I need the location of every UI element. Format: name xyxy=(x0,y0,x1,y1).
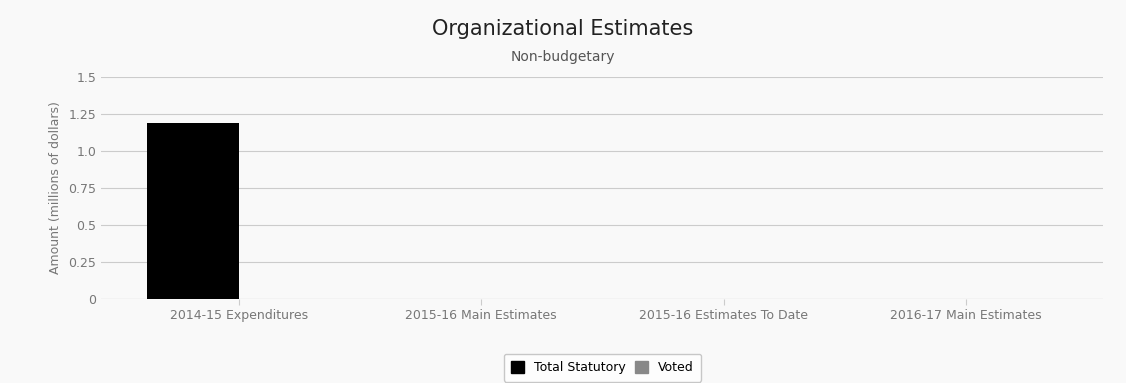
Text: Non-budgetary: Non-budgetary xyxy=(511,50,615,64)
Text: Organizational Estimates: Organizational Estimates xyxy=(432,19,694,39)
Legend: Total Statutory, Voted: Total Statutory, Voted xyxy=(503,354,701,382)
Bar xyxy=(146,123,239,299)
Y-axis label: Amount (millions of dollars): Amount (millions of dollars) xyxy=(48,101,62,274)
